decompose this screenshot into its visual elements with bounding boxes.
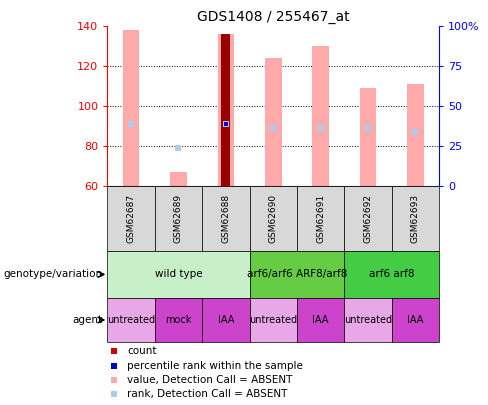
Text: IAA: IAA bbox=[218, 315, 234, 325]
Text: wild type: wild type bbox=[155, 269, 203, 279]
Bar bbox=[202, 186, 249, 251]
Bar bbox=[265, 58, 282, 186]
Text: value, Detection Call = ABSENT: value, Detection Call = ABSENT bbox=[127, 375, 293, 385]
Text: GSM62693: GSM62693 bbox=[411, 194, 420, 243]
Bar bbox=[407, 84, 424, 186]
Text: mock: mock bbox=[165, 315, 192, 325]
Bar bbox=[107, 251, 249, 298]
Bar bbox=[222, 34, 230, 186]
Text: GSM62690: GSM62690 bbox=[269, 194, 278, 243]
Bar bbox=[249, 298, 297, 342]
Text: GSM62692: GSM62692 bbox=[364, 194, 373, 243]
Text: untreated: untreated bbox=[249, 315, 297, 325]
Text: IAA: IAA bbox=[312, 315, 329, 325]
Text: genotype/variation: genotype/variation bbox=[3, 269, 102, 279]
Bar bbox=[202, 298, 249, 342]
Title: GDS1408 / 255467_at: GDS1408 / 255467_at bbox=[197, 10, 349, 24]
Text: percentile rank within the sample: percentile rank within the sample bbox=[127, 360, 303, 371]
Bar bbox=[312, 46, 329, 186]
Bar bbox=[297, 298, 345, 342]
Bar bbox=[155, 186, 202, 251]
Bar bbox=[249, 251, 345, 298]
Text: count: count bbox=[127, 346, 157, 356]
Text: IAA: IAA bbox=[407, 315, 424, 325]
Text: untreated: untreated bbox=[107, 315, 155, 325]
Text: arf6 arf8: arf6 arf8 bbox=[369, 269, 414, 279]
Bar bbox=[345, 251, 439, 298]
Text: rank, Detection Call = ABSENT: rank, Detection Call = ABSENT bbox=[127, 389, 287, 399]
Bar bbox=[107, 186, 155, 251]
Bar bbox=[345, 186, 392, 251]
Bar bbox=[392, 298, 439, 342]
Text: untreated: untreated bbox=[344, 315, 392, 325]
Bar bbox=[123, 30, 140, 186]
Text: GSM62688: GSM62688 bbox=[222, 194, 230, 243]
Bar bbox=[155, 298, 202, 342]
Bar bbox=[392, 186, 439, 251]
Bar bbox=[218, 34, 234, 186]
Bar bbox=[345, 298, 392, 342]
Text: GSM62689: GSM62689 bbox=[174, 194, 183, 243]
Bar bbox=[170, 172, 187, 186]
Bar bbox=[107, 298, 155, 342]
Bar bbox=[249, 186, 297, 251]
Bar bbox=[360, 88, 376, 186]
Text: agent: agent bbox=[72, 315, 102, 325]
Text: arf6/arf6 ARF8/arf8: arf6/arf6 ARF8/arf8 bbox=[247, 269, 347, 279]
Text: GSM62691: GSM62691 bbox=[316, 194, 325, 243]
Text: GSM62687: GSM62687 bbox=[126, 194, 136, 243]
Bar bbox=[297, 186, 345, 251]
